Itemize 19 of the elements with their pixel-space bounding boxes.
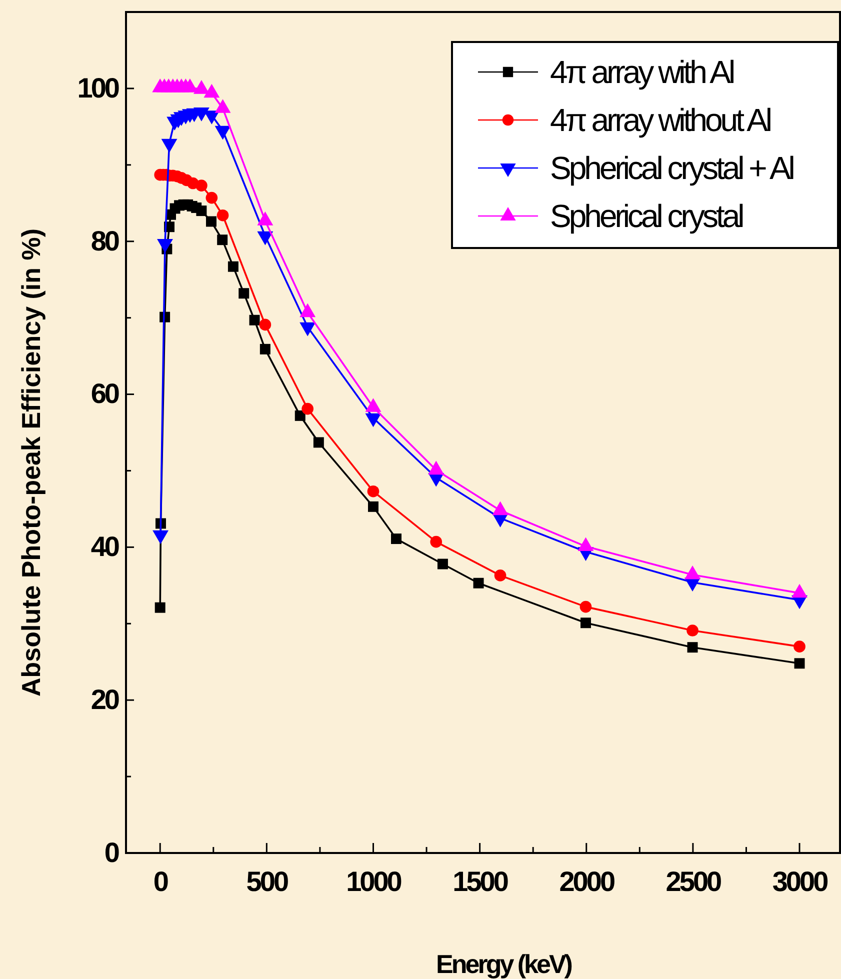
x-axis-title: Energy (keV): [436, 949, 572, 979]
x-tick-label: 500: [246, 866, 288, 897]
legend-label: Spherical crystal + Al: [550, 150, 794, 186]
legend-label: Spherical crystal: [550, 198, 743, 234]
x-tick-label: 1500: [452, 866, 508, 897]
x-tick-label: 1000: [346, 866, 402, 897]
y-axis-title: Absolute Photo-peak Efficiency (in %): [16, 228, 46, 697]
x-tick-label: 3000: [772, 866, 828, 897]
y-tick-label: 40: [90, 531, 120, 562]
y-tick-label: 0: [104, 836, 120, 868]
y-tick-label: 60: [90, 378, 120, 410]
x-tick-label: 2000: [559, 866, 615, 897]
x-tick-label: 2500: [666, 866, 722, 897]
y-tick-label: 20: [90, 684, 120, 716]
legend-label: 4π array without Al: [550, 102, 770, 138]
legend-label: 4π array with Al: [550, 54, 734, 90]
y-tick-label: 100: [77, 72, 120, 104]
y-tick-label: 80: [90, 225, 120, 256]
x-tick-label: 0: [153, 866, 168, 897]
